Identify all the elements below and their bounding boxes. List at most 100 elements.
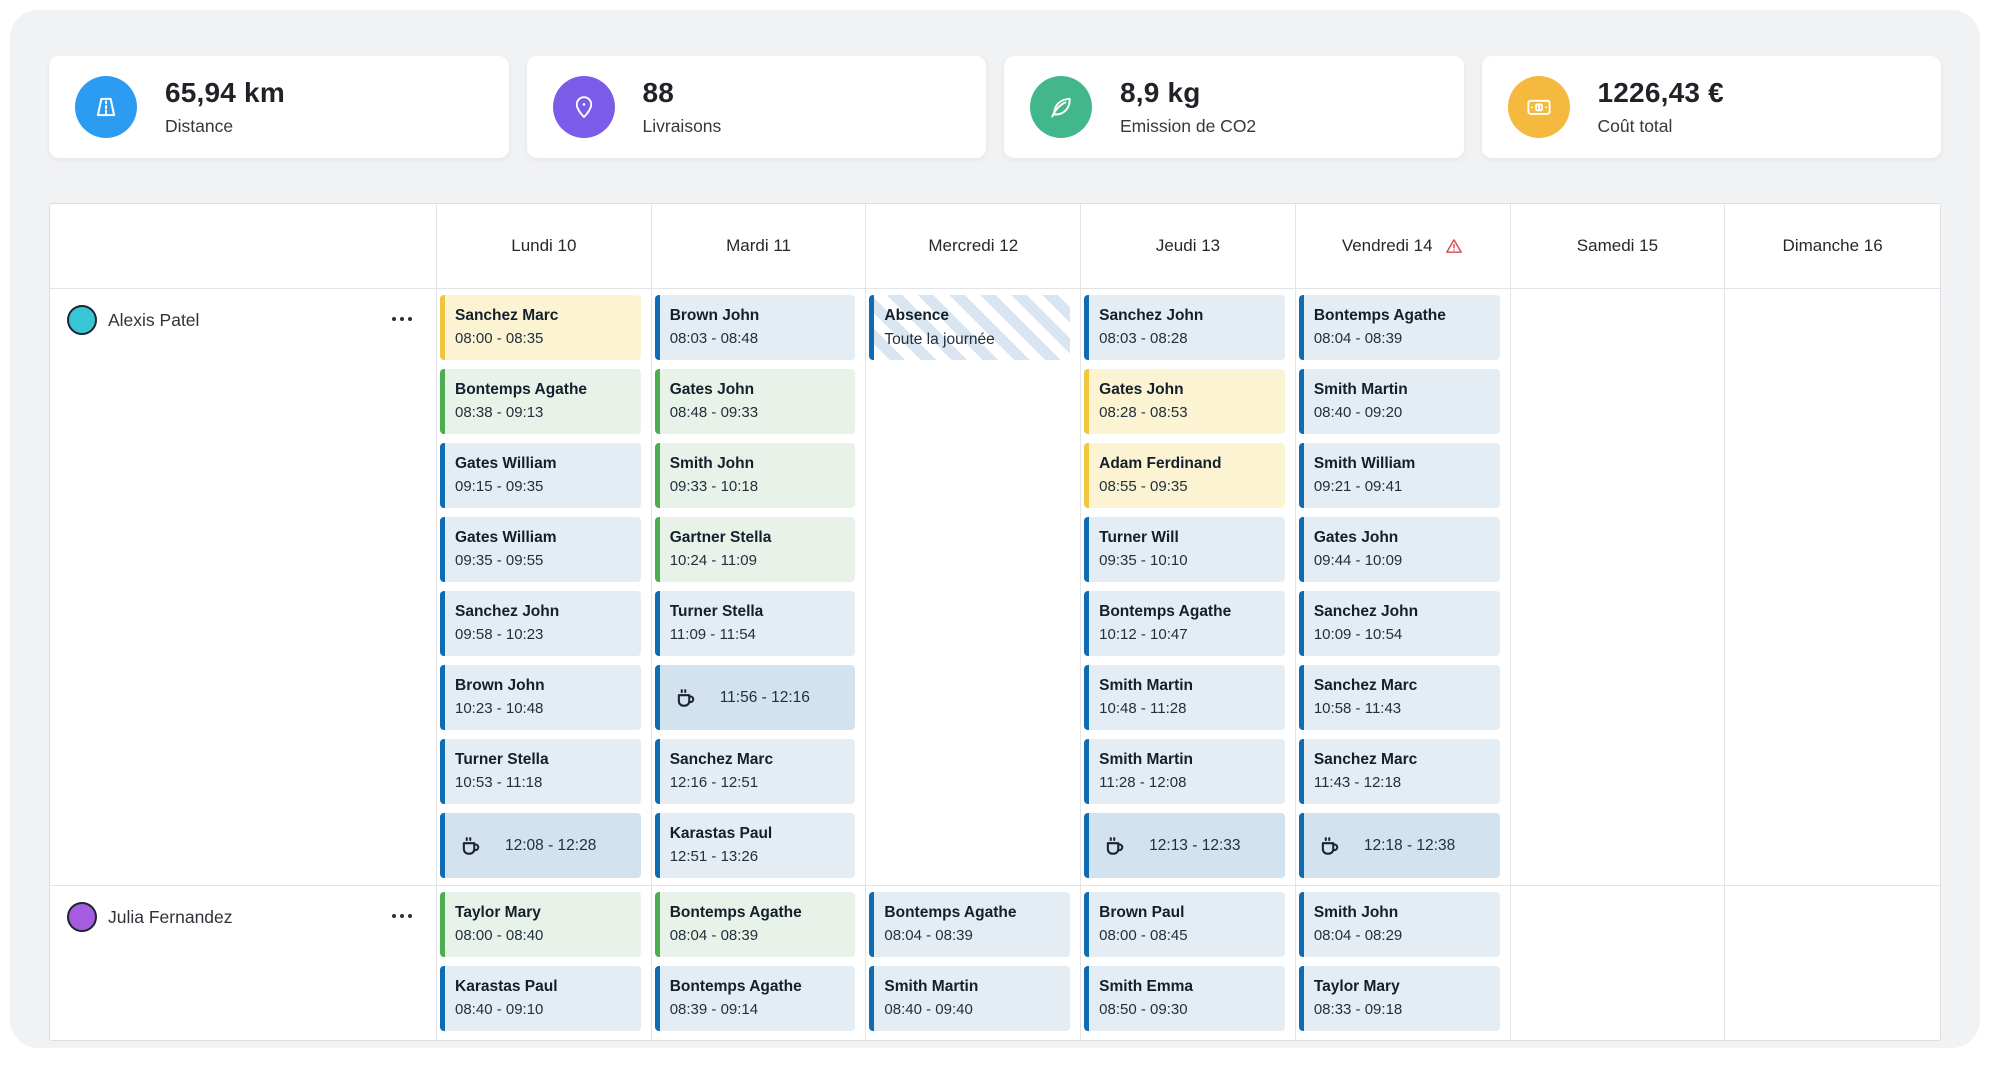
break-time: 12:08 - 12:28 — [505, 836, 597, 854]
appointment-card[interactable]: Smith Martin 08:40 - 09:40 — [869, 966, 1071, 1031]
appointment-time: 11:43 - 12:18 — [1313, 773, 1402, 791]
leaf-icon — [1030, 76, 1092, 138]
appointment-name: Bontemps Agathe — [1313, 307, 1446, 325]
appointment-card[interactable]: Brown John 10:23 - 10:48 — [440, 665, 641, 730]
appointment-card[interactable]: Turner Stella 11:09 - 11:54 — [654, 591, 856, 656]
appointment-name: Sanchez Marc — [669, 751, 774, 769]
appointment-card[interactable]: Smith Emma 08:50 - 09:30 — [1084, 966, 1285, 1031]
appointment-card[interactable]: Taylor Mary 08:00 - 08:40 — [440, 892, 641, 957]
appointment-card[interactable]: Gates John 09:44 - 10:09 — [1298, 517, 1500, 582]
appointment-card[interactable]: Bontemps Agathe 10:12 - 10:47 — [1084, 591, 1285, 656]
stat-value: 1226,43 € — [1597, 77, 1724, 108]
appointment-name: Gates William — [455, 455, 557, 473]
appointment-name: Sanchez John — [1313, 603, 1419, 621]
appointment-card[interactable]: Sanchez Marc 12:16 - 12:51 — [654, 739, 856, 804]
appointment-name: Gates John — [669, 381, 755, 399]
appointment-card[interactable]: Sanchez Marc 11:43 - 12:18 — [1298, 739, 1500, 804]
appointment-time: 08:33 - 09:18 — [1313, 1000, 1403, 1018]
break-time: 12:13 - 12:33 — [1149, 836, 1241, 854]
appointment-card[interactable]: Sanchez John 08:03 - 08:28 — [1084, 295, 1285, 360]
day-header-7: Dimanche 16 — [1725, 204, 1940, 288]
avatar — [67, 902, 97, 932]
appointment-time: 12:16 - 12:51 — [669, 773, 759, 791]
day-header-label: Mercredi 12 — [928, 236, 1019, 255]
appointment-card[interactable]: Smith Martin 11:28 - 12:08 — [1084, 739, 1285, 804]
appointment-time: 08:48 - 09:33 — [669, 403, 759, 421]
schedule-cell-day-6 — [1511, 886, 1726, 1040]
appointment-time: 08:04 - 08:39 — [1313, 329, 1403, 347]
appointment-card[interactable]: Bontemps Agathe 08:04 - 08:39 — [869, 892, 1071, 957]
appointment-card[interactable]: Gates William 09:15 - 09:35 — [440, 443, 641, 508]
break-card[interactable]: 11:56 - 12:16 — [654, 665, 856, 730]
absence-title: Absence — [884, 307, 950, 325]
appointment-card[interactable]: Turner Stella 10:53 - 11:18 — [440, 739, 641, 804]
appointment-name: Sanchez Marc — [1313, 677, 1418, 695]
appointment-name: Sanchez John — [1099, 307, 1204, 325]
appointment-card[interactable]: Sanchez John 10:09 - 10:54 — [1298, 591, 1500, 656]
stat-card-distance: 65,94 km Distance — [49, 56, 509, 158]
appointment-card[interactable]: Karastas Paul 12:51 - 13:26 — [654, 813, 856, 878]
appointment-card[interactable]: Smith Martin 08:40 - 09:20 — [1298, 369, 1500, 434]
appointment-card[interactable]: Sanchez Marc 08:00 - 08:35 — [440, 295, 641, 360]
schedule-cell-day-1: Sanchez Marc 08:00 - 08:35 Bontemps Agathe… — [437, 289, 652, 885]
appointment-card[interactable]: Karastas Paul 08:40 - 09:10 — [440, 966, 641, 1031]
appointment-time: 09:35 - 10:10 — [1099, 551, 1188, 569]
schedule-cell-day-5: Smith John 08:04 - 08:29 Taylor Mary 08:33 … — [1296, 886, 1511, 1040]
appointment-time: 08:04 - 08:39 — [884, 926, 973, 944]
stats-row: 65,94 km Distance 88 Livraisons 8,9 kg Emissi… — [49, 56, 1941, 158]
stat-value: 65,94 km — [165, 77, 285, 108]
appointment-card[interactable]: Gartner Stella 10:24 - 11:09 — [654, 517, 856, 582]
appointment-name: Smith Martin — [1099, 677, 1194, 695]
appointment-card[interactable]: Bontemps Agathe 08:04 - 08:39 — [1298, 295, 1500, 360]
stat-label: Coût total — [1597, 116, 1673, 136]
appointment-card[interactable]: Smith John 08:04 - 08:29 — [1298, 892, 1500, 957]
appointment-name: Sanchez Marc — [455, 307, 559, 325]
appointment-card[interactable]: Bontemps Agathe 08:04 - 08:39 — [654, 892, 856, 957]
appointment-card[interactable]: Gates John 08:28 - 08:53 — [1084, 369, 1285, 434]
day-header-5: Vendredi 14 — [1296, 204, 1511, 288]
appointment-card[interactable]: Brown Paul 08:00 - 08:45 — [1084, 892, 1285, 957]
appointment-card[interactable]: Sanchez Marc 10:58 - 11:43 — [1298, 665, 1500, 730]
table-header-row: Lundi 10 Mardi 11 Mercredi 12 Jeudi 13 Vendr… — [50, 204, 1940, 288]
break-card[interactable]: 12:18 - 12:38 — [1298, 813, 1500, 878]
appointment-card[interactable]: Sanchez John 09:58 - 10:23 — [440, 591, 641, 656]
appointment-card[interactable]: Smith John 09:33 - 10:18 — [654, 443, 856, 508]
day-header-label: Vendredi 14 — [1341, 236, 1433, 255]
appointment-card[interactable]: Gates John 08:48 - 09:33 — [654, 369, 856, 434]
appointment-time: 08:03 - 08:48 — [669, 329, 759, 347]
ellipsis-menu-icon[interactable] — [384, 902, 412, 926]
absence-card[interactable]: Absence Toute la journée — [869, 295, 1071, 360]
appointment-time: 09:33 - 10:18 — [669, 477, 759, 495]
appointment-name: Bontemps Agathe — [669, 978, 802, 996]
appointment-name: Brown John — [669, 307, 760, 325]
appointment-card[interactable]: Brown John 08:03 - 08:48 — [654, 295, 856, 360]
schedule-cell-day-7 — [1725, 289, 1940, 885]
appointment-card[interactable]: Smith William 09:21 - 09:41 — [1298, 443, 1500, 508]
appointment-name: Smith Emma — [1099, 978, 1194, 996]
appointment-name: Smith John — [669, 455, 755, 473]
break-card[interactable]: 12:13 - 12:33 — [1084, 813, 1285, 878]
appointment-time: 08:28 - 08:53 — [1099, 403, 1188, 421]
stat-card-coût-total: 1226,43 € Coût total — [1481, 56, 1941, 158]
appointment-card[interactable]: Gates William 09:35 - 09:55 — [440, 517, 641, 582]
appointment-card[interactable]: Taylor Mary 08:33 - 09:18 — [1298, 966, 1500, 1031]
ellipsis-menu-icon[interactable] — [384, 305, 412, 329]
appointment-time: 08:40 - 09:20 — [1313, 403, 1403, 421]
appointment-card[interactable]: Bontemps Agathe 08:38 - 09:13 — [440, 369, 641, 434]
day-header-label: Mardi 11 — [726, 236, 791, 255]
appointment-name: Adam Ferdinand — [1099, 455, 1222, 473]
appointment-time: 10:48 - 11:28 — [1099, 699, 1187, 717]
appointment-time: 10:53 - 11:18 — [455, 773, 543, 791]
appointment-card[interactable]: Adam Ferdinand 08:55 - 09:35 — [1084, 443, 1285, 508]
appointment-card[interactable]: Bontemps Agathe 08:39 - 09:14 — [654, 966, 856, 1031]
appointment-time: 09:35 - 09:55 — [455, 551, 544, 569]
appointment-card[interactable]: Turner Will 09:35 - 10:10 — [1084, 517, 1285, 582]
person-row: Alexis Patel Sanchez Marc 08:00 - 08:35 Bon… — [50, 288, 1940, 885]
stat-card-emission-de-co2: 8,9 kg Emission de CO2 — [1004, 56, 1464, 158]
break-card[interactable]: 12:08 - 12:28 — [440, 813, 641, 878]
appointment-name: Brown John — [455, 677, 545, 695]
stat-label: Distance — [165, 116, 234, 136]
appointment-card[interactable]: Smith Martin 10:48 - 11:28 — [1084, 665, 1285, 730]
appointment-name: Turner Stella — [455, 751, 549, 769]
appointment-time: 08:00 - 08:35 — [455, 329, 544, 347]
